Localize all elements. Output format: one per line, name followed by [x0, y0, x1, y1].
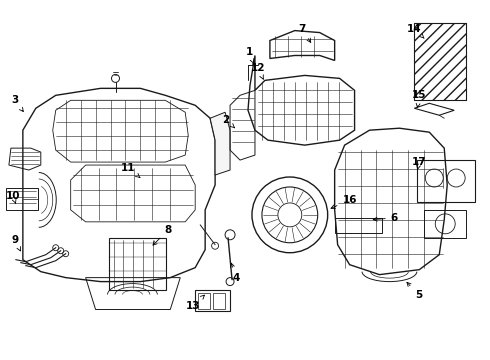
Polygon shape: [210, 112, 230, 175]
Text: 11: 11: [121, 163, 140, 178]
Text: 17: 17: [412, 157, 427, 170]
Bar: [415, 23, 466, 100]
Text: 5: 5: [407, 282, 422, 300]
Text: 4: 4: [231, 263, 240, 283]
Text: 13: 13: [186, 295, 204, 311]
Text: 6: 6: [373, 213, 398, 223]
Text: 3: 3: [11, 95, 24, 112]
Text: 14: 14: [407, 24, 424, 39]
Bar: [335, 218, 383, 233]
Text: 12: 12: [251, 63, 265, 79]
Text: 7: 7: [298, 24, 311, 42]
Text: 2: 2: [222, 115, 235, 128]
Text: 9: 9: [11, 235, 21, 251]
Bar: [195, 289, 230, 311]
Bar: [424, 210, 466, 238]
Bar: [417, 160, 475, 202]
Bar: [415, 23, 466, 100]
Bar: [213, 293, 225, 309]
Bar: [108, 238, 166, 289]
Text: 8: 8: [153, 225, 172, 245]
Text: 1: 1: [245, 48, 254, 63]
Bar: [6, 188, 38, 210]
Text: 10: 10: [6, 191, 20, 204]
Text: 15: 15: [412, 90, 427, 107]
Bar: [198, 293, 210, 309]
Text: 16: 16: [331, 195, 357, 208]
